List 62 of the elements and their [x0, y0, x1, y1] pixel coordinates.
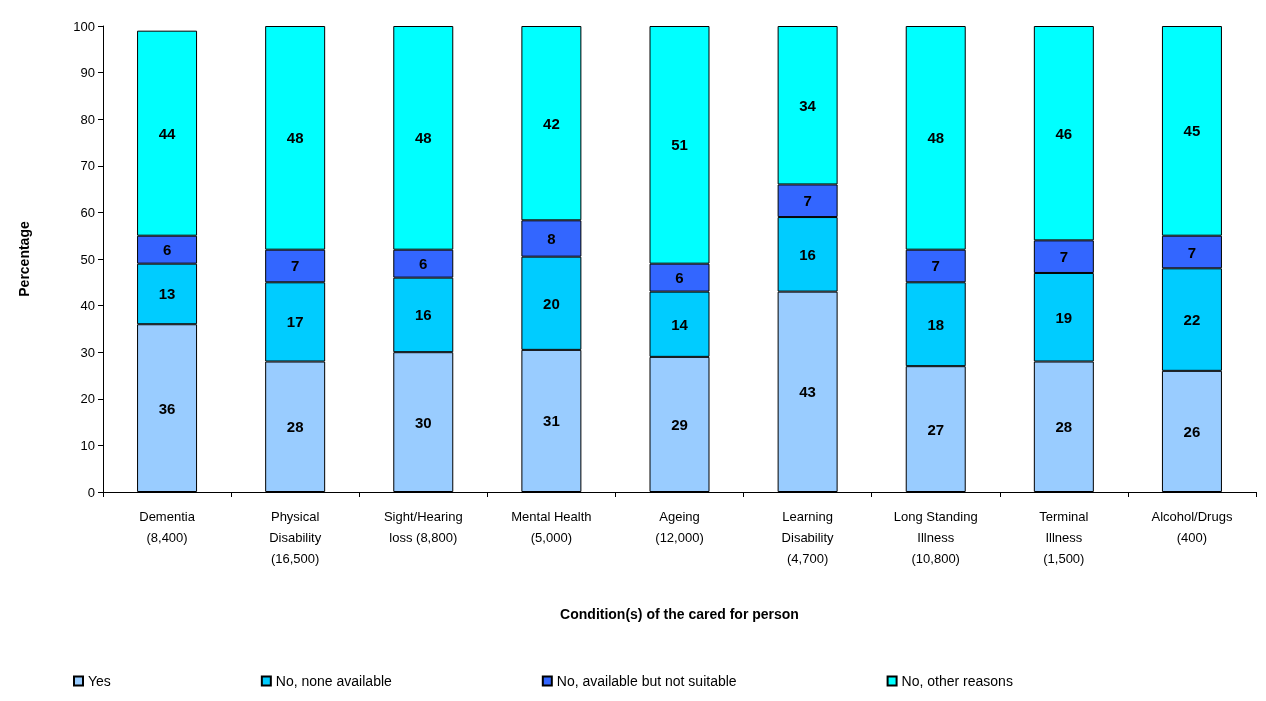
data-label: 7	[1187, 243, 1197, 261]
data-label: 48	[286, 129, 304, 147]
data-label: 36	[158, 399, 176, 417]
y-tick-label: 50	[80, 251, 95, 267]
data-label: 16	[414, 306, 432, 324]
x-tick-label: Long Standing Illness (10,800)	[893, 509, 978, 566]
data-label: 44	[158, 124, 177, 142]
data-label: 14	[671, 315, 689, 333]
x-tick-label: Physical Disability (16,500)	[269, 509, 322, 566]
data-label: 18	[927, 315, 945, 333]
data-label: 26	[1183, 422, 1201, 440]
data-label: 6	[419, 255, 428, 273]
y-tick-label: 0	[87, 484, 95, 500]
data-label: 42	[543, 114, 560, 132]
data-label: 22	[1183, 311, 1201, 329]
legend-label: No, available but not suitable	[556, 673, 737, 689]
y-tick-label: 10	[80, 437, 95, 453]
data-label: 45	[1183, 122, 1201, 140]
data-label: 48	[927, 129, 945, 147]
data-label: 6	[675, 269, 684, 287]
data-label: 28	[286, 418, 304, 436]
data-label: 19	[1055, 308, 1073, 326]
x-axis-title: Condition(s) of the cared for person	[560, 606, 799, 622]
data-label: 7	[290, 257, 300, 275]
data-label: 48	[414, 129, 432, 147]
x-tick-label: Dementia (8,400)	[139, 509, 196, 545]
x-tick-label: Sight/Hearing loss (8,800)	[383, 509, 463, 545]
x-tick-label: Ageing (12,000)	[655, 509, 704, 545]
data-label: 51	[671, 136, 688, 154]
y-tick-label: 70	[80, 158, 95, 174]
data-label: 13	[158, 285, 176, 303]
legend-label: Yes	[88, 673, 111, 689]
x-tick-label: Alcohol/Drugs (400)	[1151, 509, 1233, 545]
data-label: 27	[927, 420, 945, 438]
data-label: 34	[799, 96, 817, 114]
x-tick-label: Learning Disability (4,700)	[781, 509, 835, 566]
data-label: 20	[543, 294, 560, 312]
x-tick-label: Terminal Illness (1,500)	[1039, 509, 1089, 566]
data-label: 43	[799, 383, 816, 401]
data-label: 7	[931, 257, 940, 275]
y-tick-label: 30	[80, 344, 95, 360]
y-tick-label: 40	[80, 298, 95, 314]
x-tick-label: Mental Health (5,000)	[511, 509, 592, 545]
data-label: 46	[1055, 124, 1073, 142]
data-label: 30	[414, 413, 432, 431]
data-label: 29	[671, 415, 688, 433]
data-label: 17	[286, 313, 304, 331]
data-label: 6	[162, 241, 172, 259]
y-tick-label: 80	[80, 111, 95, 127]
y-axis-title: Percentage	[16, 221, 32, 297]
data-label: 31	[543, 412, 560, 430]
data-label: 7	[1059, 248, 1069, 266]
y-tick-label: 100	[73, 18, 95, 34]
data-label: 28	[1055, 418, 1073, 436]
data-label: 7	[803, 192, 812, 210]
data-label: 8	[547, 230, 556, 247]
y-tick-label: 60	[80, 204, 95, 220]
y-tick-label: 90	[80, 65, 95, 81]
y-tick-label: 20	[80, 391, 95, 407]
data-label: 16	[799, 245, 816, 263]
legend-label: No, none available	[275, 673, 393, 689]
legend-label: No, other reasons	[901, 673, 1013, 689]
